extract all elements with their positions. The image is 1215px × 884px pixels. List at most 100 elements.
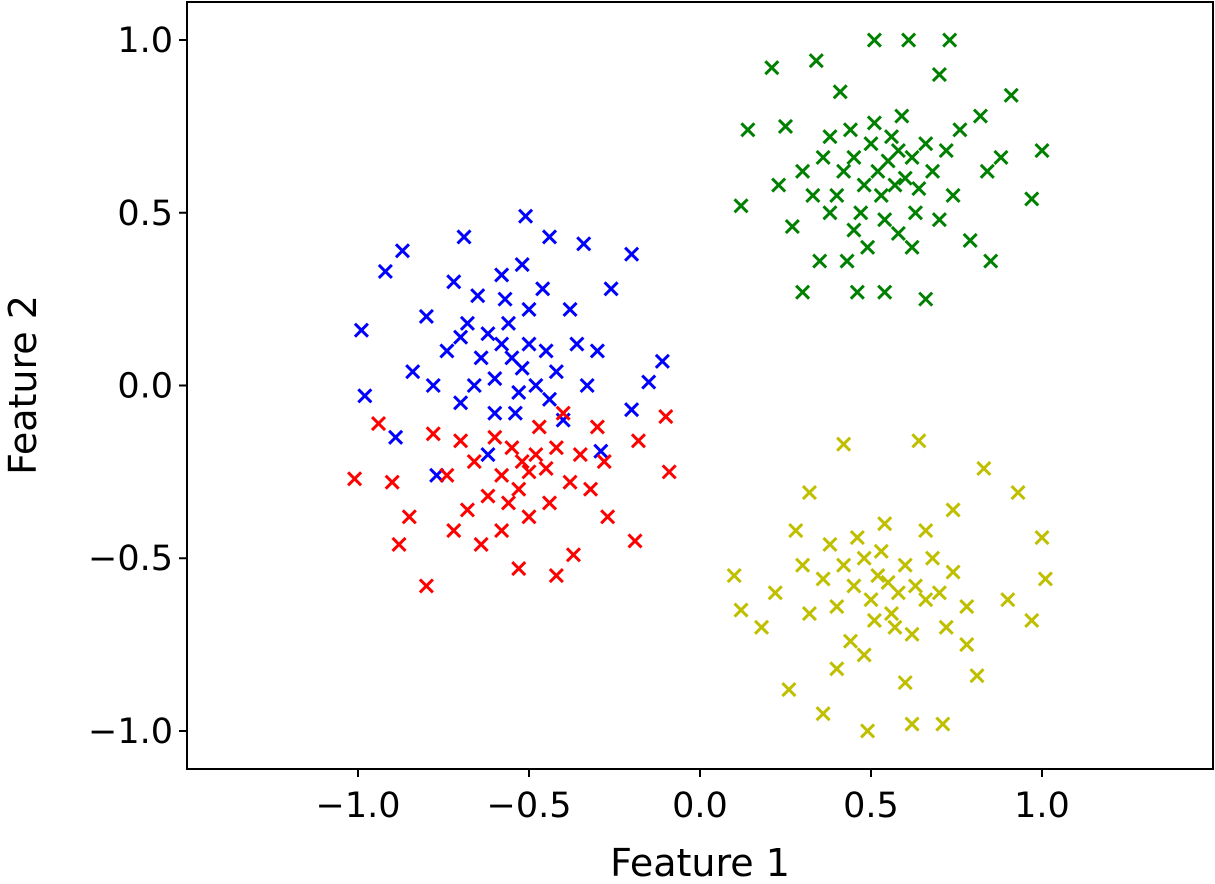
data-point <box>347 471 363 487</box>
data-point <box>388 429 404 445</box>
data-point <box>538 460 554 476</box>
data-point <box>801 485 818 501</box>
data-point <box>1024 612 1040 628</box>
data-point <box>849 284 865 300</box>
data-point <box>877 284 893 300</box>
data-point <box>842 633 859 649</box>
data-point <box>815 571 831 587</box>
data-point <box>904 626 920 642</box>
data-point <box>480 447 496 463</box>
data-point <box>897 170 913 186</box>
data-point <box>788 523 804 539</box>
data-point <box>753 619 770 635</box>
data-point <box>863 136 879 152</box>
data-point <box>887 177 903 193</box>
data-point <box>494 467 510 483</box>
data-point <box>370 415 387 432</box>
data-point <box>901 32 917 48</box>
data-point <box>972 108 989 124</box>
data-point <box>771 177 787 193</box>
data-point <box>866 32 882 48</box>
data-point <box>439 467 455 483</box>
data-point <box>565 547 582 563</box>
data-point <box>733 602 749 618</box>
data-point <box>829 599 845 615</box>
points-layer <box>347 32 1053 739</box>
data-point <box>890 585 906 601</box>
data-point <box>938 619 954 635</box>
data-point <box>541 495 558 511</box>
data-point <box>979 163 995 179</box>
data-point <box>856 550 872 566</box>
data-point <box>511 561 527 577</box>
data-point <box>473 536 489 552</box>
data-point <box>538 343 554 359</box>
data-point <box>829 661 845 677</box>
data-point <box>976 460 992 476</box>
data-point <box>600 509 616 525</box>
data-point <box>1037 571 1053 587</box>
data-point <box>822 536 838 552</box>
data-point <box>883 605 900 622</box>
data-point <box>531 419 547 435</box>
data-point <box>935 716 951 732</box>
data-point <box>767 585 783 601</box>
data-point <box>918 523 934 539</box>
data-point <box>836 163 852 179</box>
data-point <box>866 612 882 628</box>
data-point <box>603 281 619 297</box>
data-point <box>733 198 749 214</box>
data-point <box>822 205 838 221</box>
data-point <box>890 225 906 242</box>
data-point <box>842 122 859 138</box>
data-point <box>959 637 975 653</box>
data-point <box>401 509 417 525</box>
data-point <box>528 447 544 463</box>
data-point <box>863 592 879 608</box>
x-axis-label: Feature 1 <box>610 841 790 884</box>
data-point <box>801 605 818 622</box>
x-axis: −1.0 −0.5 0.0 0.5 1.0 <box>316 769 1070 826</box>
data-point <box>931 66 947 83</box>
data-point <box>907 205 924 221</box>
data-point <box>911 433 927 449</box>
y-tick-label: −1.0 <box>88 712 173 752</box>
data-point <box>630 433 647 449</box>
data-point <box>528 377 544 394</box>
data-point <box>897 675 913 691</box>
data-point <box>764 60 780 76</box>
data-point <box>504 440 520 456</box>
data-point <box>466 377 482 394</box>
data-point <box>535 281 551 297</box>
data-point <box>795 284 811 300</box>
data-point <box>425 426 441 442</box>
data-point <box>459 315 476 331</box>
data-point <box>795 557 811 573</box>
data-point <box>856 177 872 193</box>
data-point <box>624 402 640 418</box>
data-point <box>357 388 373 404</box>
data-point <box>500 315 517 331</box>
data-point <box>661 464 677 480</box>
data-point <box>846 578 862 594</box>
data-point <box>521 336 537 352</box>
data-point <box>860 723 876 739</box>
data-point <box>446 274 462 290</box>
data-point <box>470 288 486 304</box>
data-point <box>866 115 882 131</box>
data-point <box>494 267 510 283</box>
data-point <box>860 239 876 255</box>
data-point <box>918 136 934 152</box>
data-point <box>829 187 845 204</box>
data-point <box>942 32 958 48</box>
data-point <box>815 706 831 722</box>
x-tick-label: 0.0 <box>672 786 728 826</box>
data-point <box>562 301 578 318</box>
data-point <box>480 488 496 504</box>
data-point <box>579 377 595 394</box>
data-point <box>1034 143 1050 159</box>
data-point <box>562 474 578 490</box>
data-point <box>890 143 906 159</box>
data-point <box>555 405 571 421</box>
